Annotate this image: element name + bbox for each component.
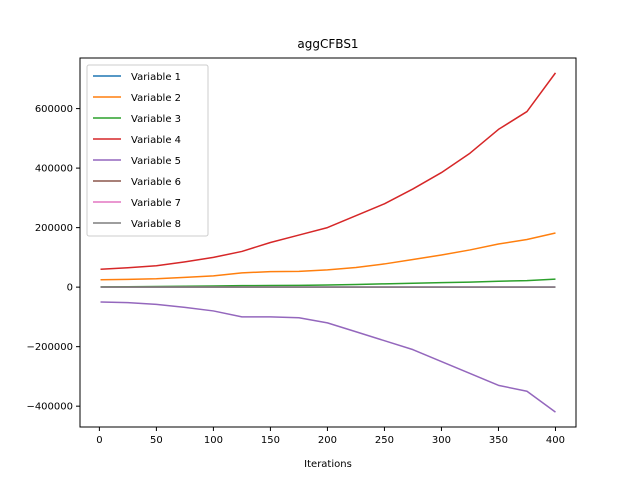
legend: Variable 1 Variable 2 Variable 3 Variable 4…	[86, 64, 209, 237]
x-tick-label: 250	[375, 435, 394, 446]
legend-label: Variable 3	[131, 114, 181, 125]
chart-title: aggCFBS1	[297, 37, 358, 51]
legend-label: Variable 1	[131, 72, 181, 83]
legend-label: Variable 8	[131, 219, 181, 230]
y-tick-label: 600000	[35, 104, 73, 115]
x-tick-label: 100	[204, 435, 223, 446]
series-line-3	[100, 278, 556, 288]
y-tick-label: 0	[67, 283, 73, 294]
y-tick-label: 400000	[35, 164, 73, 175]
series-line-2	[100, 232, 556, 281]
y-tick-label: −200000	[26, 342, 73, 353]
legend-label: Variable 2	[131, 93, 181, 104]
legend-box	[86, 64, 209, 237]
x-tick-label: 400	[546, 435, 565, 446]
x-tick-label: 50	[150, 435, 163, 446]
y-tick-label: 200000	[35, 223, 73, 234]
y-tick-label: −400000	[26, 402, 73, 413]
x-tick-label: 300	[432, 435, 451, 446]
legend-label: Variable 5	[131, 156, 181, 167]
x-axis: 0 50 100 150 200 250 300 350 400	[96, 427, 565, 446]
x-tick-label: 0	[96, 435, 102, 446]
legend-label: Variable 4	[131, 135, 181, 146]
series-line-5	[100, 301, 556, 413]
x-tick-label: 200	[318, 435, 337, 446]
y-axis: −400000 −200000 0 200000 400000 600000	[26, 104, 80, 413]
series-line-4	[100, 72, 557, 271]
x-axis-label: Iterations	[304, 459, 352, 470]
x-tick-label: 150	[261, 435, 280, 446]
series-lines	[100, 72, 557, 413]
x-tick-label: 350	[489, 435, 508, 446]
legend-label: Variable 7	[131, 198, 181, 209]
legend-label: Variable 6	[131, 177, 181, 188]
plot-area	[79, 57, 577, 428]
